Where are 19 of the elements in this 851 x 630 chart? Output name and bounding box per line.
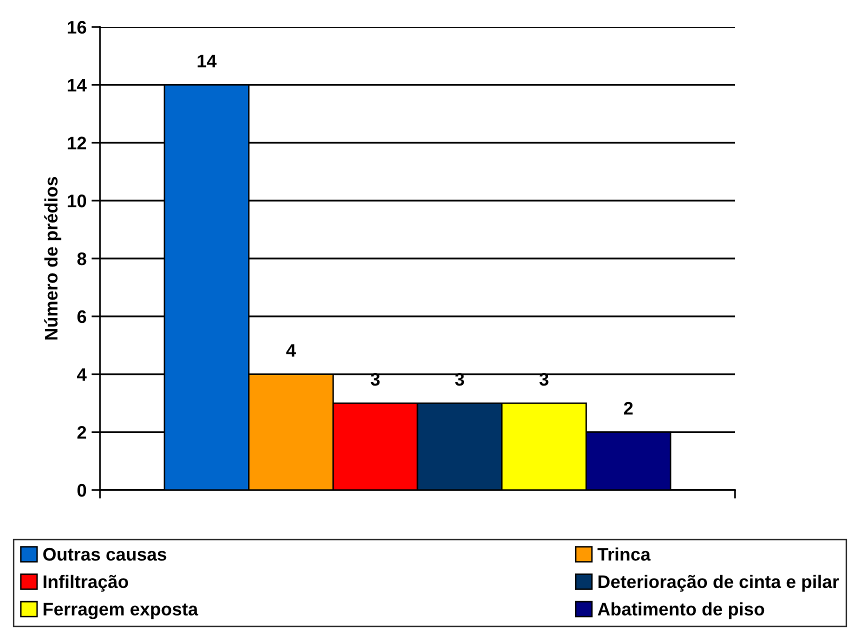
y-axis-title: Número de prédios — [44, 176, 62, 340]
legend-label: Ferragem exposta — [44, 602, 198, 620]
y-tick-label: 12 — [68, 136, 86, 150]
y-tick-label: 14 — [68, 78, 87, 92]
y-tick-label: 4 — [77, 368, 87, 381]
data-label: 2 — [624, 402, 633, 414]
y-tick-label: 8 — [77, 252, 86, 266]
data-label: 14 — [198, 54, 217, 68]
legend-label: Abatimento de piso — [598, 602, 764, 620]
y-tick-label: 2 — [77, 426, 86, 439]
y-tick-label: 10 — [68, 194, 86, 208]
legend-label: Infiltração — [44, 574, 128, 592]
data-label: 4 — [286, 344, 296, 357]
legend-label: Trinca — [598, 547, 651, 561]
legend-label: Outras causas — [43, 548, 166, 561]
y-tick-label: 0 — [77, 484, 86, 497]
legend-label: Deterioração de cinta e pilar — [598, 574, 839, 592]
y-tick-label: 6 — [77, 310, 86, 324]
y-tick-label: 16 — [68, 20, 86, 34]
